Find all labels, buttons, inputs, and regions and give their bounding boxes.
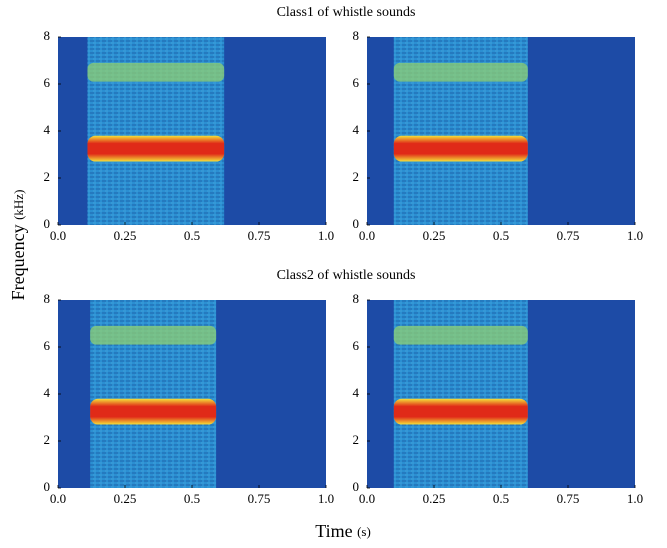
- x-axis-label: Time (s): [315, 521, 371, 541]
- y-tick-label: 0: [44, 216, 51, 231]
- y-tick-label: 2: [353, 432, 360, 447]
- row-title: Class1 of whistle sounds: [277, 5, 416, 20]
- y-tick-label: 2: [44, 432, 51, 447]
- y-tick-label: 0: [44, 479, 51, 494]
- y-label-text: Frequency: [8, 224, 28, 300]
- x-tick-label: 1.0: [627, 491, 643, 506]
- x-tick-label: 0.0: [359, 491, 375, 506]
- x-tick-label: 0.25: [423, 491, 446, 506]
- tone-band: [393, 135, 528, 162]
- x-tick-label: 0.5: [184, 228, 200, 243]
- harmonic-band: [393, 325, 528, 345]
- y-tick-label: 8: [353, 291, 360, 306]
- y-tick-label: 8: [44, 291, 51, 306]
- x-tick-label: 0.0: [359, 228, 375, 243]
- y-tick-label: 0: [353, 216, 360, 231]
- y-tick-label: 4: [44, 122, 51, 137]
- x-tick-label: 0.0: [50, 491, 66, 506]
- x-tick-label: 0.5: [493, 491, 509, 506]
- x-tick-label: 0.5: [493, 228, 509, 243]
- harmonic-band: [90, 325, 217, 345]
- x-tick-label: 0.75: [557, 228, 580, 243]
- y-label-unit: (kHz): [11, 190, 26, 220]
- x-label-text: Time: [315, 521, 352, 541]
- y-tick-label: 4: [353, 122, 360, 137]
- y-tick-label: 6: [353, 338, 360, 353]
- x-tick-label: 0.75: [557, 491, 580, 506]
- y-tick-label: 4: [44, 385, 51, 400]
- x-label-unit: (s): [357, 524, 371, 539]
- x-tick-label: 1.0: [318, 491, 334, 506]
- row-title: Class2 of whistle sounds: [277, 268, 416, 283]
- x-tick-label: 0.25: [114, 491, 137, 506]
- x-tick-label: 1.0: [318, 228, 334, 243]
- harmonic-band: [87, 62, 225, 82]
- y-axis-label: Frequency (kHz): [8, 190, 28, 301]
- x-tick-label: 0.0: [50, 228, 66, 243]
- x-tick-label: 1.0: [627, 228, 643, 243]
- y-tick-label: 6: [44, 75, 51, 90]
- y-tick-label: 4: [353, 385, 360, 400]
- tone-band: [90, 398, 217, 425]
- x-tick-label: 0.25: [114, 228, 137, 243]
- x-tick-label: 0.25: [423, 228, 446, 243]
- y-tick-label: 2: [44, 169, 51, 184]
- harmonic-band: [393, 62, 528, 82]
- y-tick-label: 8: [44, 28, 51, 43]
- y-tick-label: 6: [353, 75, 360, 90]
- x-tick-label: 0.5: [184, 491, 200, 506]
- y-tick-label: 0: [353, 479, 360, 494]
- tone-band: [87, 135, 225, 162]
- y-tick-label: 2: [353, 169, 360, 184]
- tone-band: [393, 398, 528, 425]
- y-tick-label: 8: [353, 28, 360, 43]
- x-tick-label: 0.75: [248, 491, 271, 506]
- y-tick-label: 6: [44, 338, 51, 353]
- x-tick-label: 0.75: [248, 228, 271, 243]
